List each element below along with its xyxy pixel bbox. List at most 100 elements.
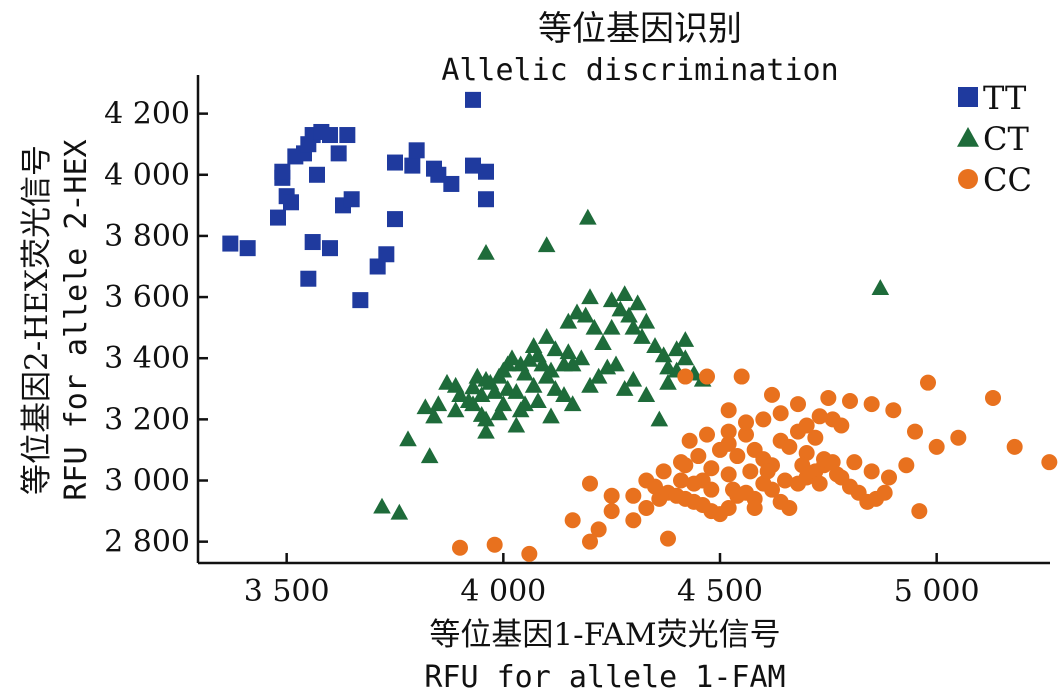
point-ct bbox=[579, 208, 597, 225]
point-cc bbox=[673, 454, 689, 471]
series-ct bbox=[373, 208, 890, 520]
point-cc bbox=[582, 475, 598, 492]
point-ct bbox=[654, 346, 673, 363]
point-cc bbox=[816, 451, 832, 468]
point-cc bbox=[720, 423, 737, 440]
point-ct bbox=[637, 312, 656, 329]
point-cc bbox=[885, 402, 902, 419]
point-cc bbox=[699, 426, 715, 443]
point-ct bbox=[659, 373, 677, 390]
y-tick-label: 4 200 bbox=[104, 97, 190, 132]
point-ct bbox=[520, 350, 539, 367]
point-ct bbox=[542, 407, 560, 424]
point-cc bbox=[1006, 438, 1023, 455]
point-ct bbox=[555, 386, 573, 402]
legend-label: TT bbox=[983, 79, 1027, 117]
point-tt bbox=[443, 175, 460, 192]
point-tt bbox=[322, 127, 338, 144]
point-cc bbox=[521, 545, 538, 562]
point-ct bbox=[399, 430, 417, 447]
point-ct bbox=[602, 291, 621, 308]
point-cc bbox=[798, 444, 815, 461]
point-cc bbox=[764, 386, 780, 403]
chart-subtitle: Allelic discrimination bbox=[441, 53, 838, 88]
point-cc bbox=[798, 417, 815, 434]
point-cc bbox=[625, 487, 642, 504]
point-ct bbox=[546, 379, 565, 396]
point-ct bbox=[477, 243, 495, 260]
point-tt bbox=[322, 240, 338, 257]
legend-marker bbox=[957, 127, 979, 147]
x-axis-label: 等位基因1-FAM荧光信号 bbox=[429, 617, 780, 653]
point-ct bbox=[581, 376, 599, 393]
x-ticks: 3 500 4 000 4 500 5 000 bbox=[244, 553, 980, 609]
point-ct bbox=[529, 392, 547, 409]
point-ct bbox=[628, 294, 647, 311]
point-cc bbox=[638, 500, 655, 517]
point-ct bbox=[537, 328, 556, 344]
point-ct bbox=[576, 306, 595, 323]
point-ct bbox=[472, 386, 491, 402]
point-tt bbox=[304, 234, 321, 251]
point-cc bbox=[811, 408, 828, 425]
point-ct bbox=[615, 379, 634, 396]
point-cc bbox=[928, 438, 945, 455]
point-tt bbox=[352, 292, 369, 309]
point-cc bbox=[920, 374, 936, 391]
point-tt bbox=[222, 235, 239, 252]
point-ct bbox=[507, 416, 526, 433]
point-cc bbox=[950, 429, 967, 446]
y-tick-label: 3 600 bbox=[104, 280, 190, 315]
point-ct bbox=[559, 312, 578, 329]
point-cc bbox=[720, 500, 737, 517]
point-ct bbox=[615, 285, 634, 302]
point-cc bbox=[746, 500, 763, 517]
x-axis-label-en: RFU for allele 1-FAM bbox=[424, 660, 785, 695]
point-cc bbox=[720, 402, 737, 419]
point-ct bbox=[559, 343, 578, 360]
point-ct bbox=[468, 367, 487, 384]
point-ct bbox=[477, 422, 495, 439]
point-cc bbox=[699, 368, 715, 385]
point-cc bbox=[777, 472, 793, 489]
y-tick-label: 3 400 bbox=[104, 341, 190, 376]
point-tt bbox=[369, 258, 386, 275]
y-tick-label: 3 200 bbox=[104, 402, 190, 437]
point-tt bbox=[339, 127, 356, 144]
point-cc bbox=[846, 454, 863, 471]
point-cc bbox=[729, 448, 746, 465]
point-tt bbox=[330, 145, 347, 162]
point-ct bbox=[438, 373, 456, 390]
point-cc bbox=[738, 426, 754, 443]
x-tick-label: 4 500 bbox=[677, 574, 763, 609]
point-ct bbox=[624, 318, 643, 335]
point-cc bbox=[790, 396, 806, 413]
point-ct bbox=[533, 355, 552, 372]
point-ct bbox=[572, 349, 591, 366]
legend-item-ct: CT bbox=[957, 120, 1029, 158]
point-cc bbox=[681, 432, 698, 449]
point-cc bbox=[582, 533, 598, 550]
point-tt bbox=[274, 163, 291, 180]
legend-item-tt: TT bbox=[958, 79, 1027, 117]
point-tt bbox=[465, 157, 481, 174]
y-axis-label: 等位基因2-HEX荧光信号 bbox=[19, 145, 55, 495]
point-cc bbox=[742, 463, 759, 480]
point-ct bbox=[585, 318, 604, 335]
data-points bbox=[222, 91, 1058, 562]
point-cc bbox=[677, 368, 694, 385]
point-tt bbox=[270, 209, 286, 226]
point-cc bbox=[738, 414, 754, 431]
y-tick-label: 3 000 bbox=[104, 464, 190, 499]
point-tt bbox=[408, 142, 425, 159]
point-cc bbox=[985, 389, 1001, 406]
point-cc bbox=[603, 487, 620, 504]
plot-area: 3 500 4 000 4 500 5 000 2 800 3 000 3 200 3 40… bbox=[104, 75, 1058, 609]
point-ct bbox=[607, 355, 625, 372]
point-ct bbox=[637, 386, 656, 402]
point-ct bbox=[498, 355, 517, 372]
point-cc bbox=[690, 448, 707, 465]
point-cc bbox=[655, 463, 672, 480]
y-tick-label: 2 800 bbox=[104, 525, 190, 560]
